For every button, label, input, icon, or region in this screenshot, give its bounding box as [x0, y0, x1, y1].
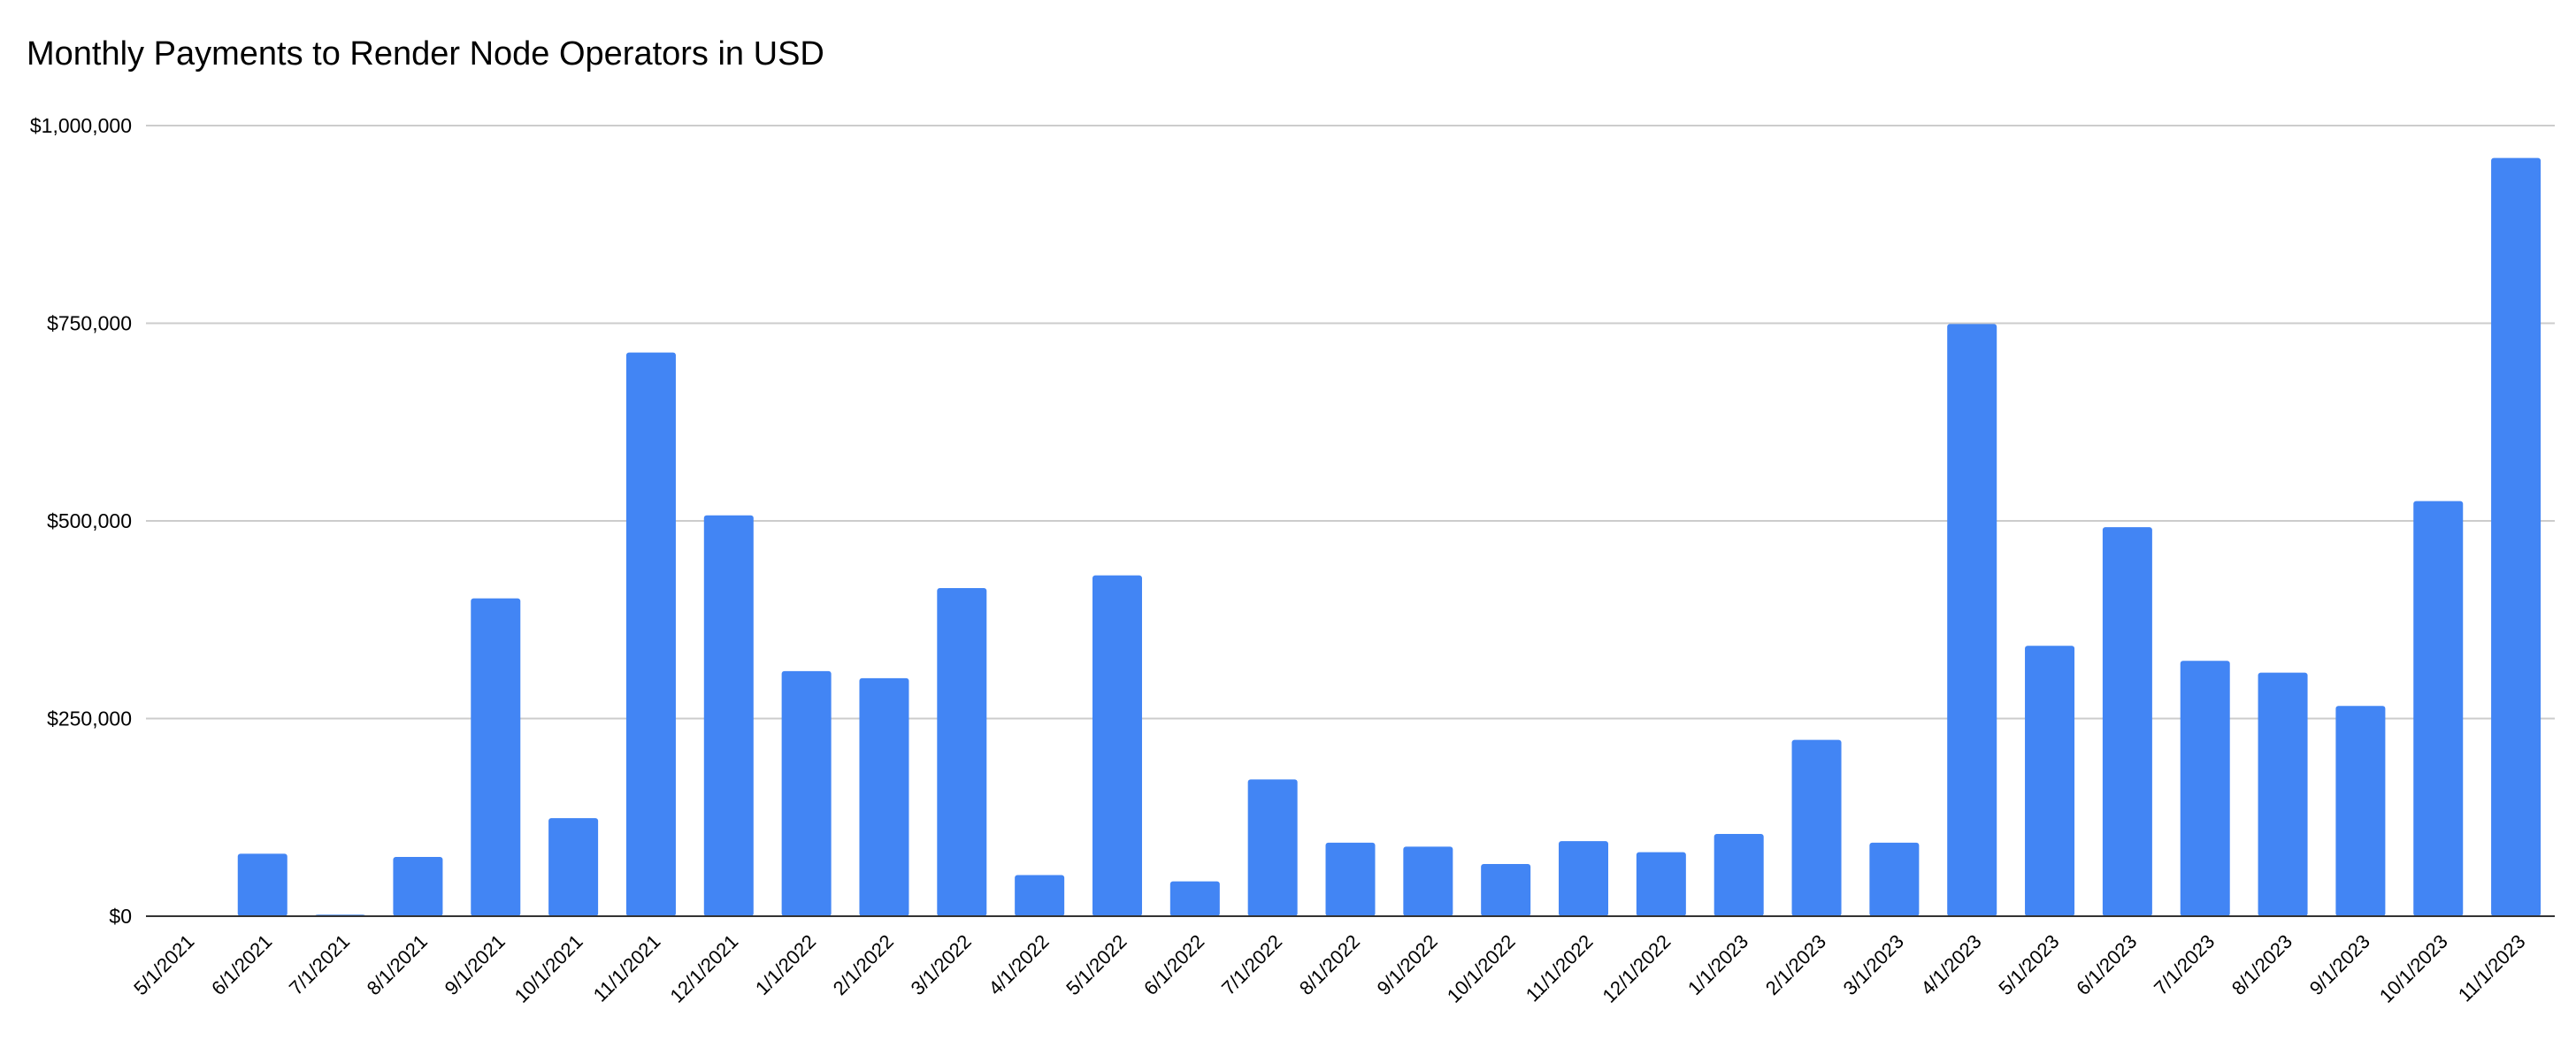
bar — [1169, 881, 1220, 916]
bar — [859, 677, 909, 916]
y-tick-label: $500,000 — [47, 509, 132, 532]
x-tick-label: 9/1/2023 — [2305, 930, 2374, 999]
bar — [1092, 575, 1142, 916]
bar — [625, 352, 676, 916]
x-tick-label: 1/1/2023 — [1683, 930, 1752, 999]
x-tick-label: 6/1/2023 — [2072, 930, 2141, 999]
x-axis-tick-labels: 5/1/2021 6/1/2021 7/1/2021 8/1/2021 9/1/2021… — [129, 930, 2529, 1007]
gridlines — [146, 125, 2555, 720]
x-tick-label: 7/1/2022 — [1217, 930, 1286, 999]
y-axis-tick-labels: $0 $250,000 $500,000 $750,000 $1,000,000 — [30, 114, 132, 928]
bar — [548, 818, 599, 916]
bar — [2025, 646, 2075, 916]
bar — [2180, 661, 2230, 916]
bar — [1403, 846, 1453, 916]
chart-title: Monthly Payments to Render Node Operator… — [27, 35, 824, 73]
bar — [1247, 779, 1298, 916]
x-tick-label: 6/1/2022 — [1139, 930, 1208, 999]
x-tick-label: 3/1/2023 — [1839, 930, 1908, 999]
x-tick-label: 1/1/2022 — [751, 930, 820, 999]
y-tick-label: $1,000,000 — [30, 114, 132, 137]
bar — [2335, 706, 2386, 916]
bar — [2102, 527, 2152, 916]
bar — [703, 515, 754, 916]
bar — [1481, 863, 1531, 916]
bar — [1015, 875, 1065, 916]
x-tick-label: 9/1/2022 — [1373, 930, 1442, 999]
x-tick-label: 5/1/2023 — [1994, 930, 2063, 999]
bar — [1869, 842, 1920, 916]
bar — [393, 856, 443, 916]
x-tick-label: 10/1/2021 — [510, 930, 587, 1007]
x-tick-label: 12/1/2022 — [1598, 930, 1675, 1007]
bar — [237, 853, 288, 916]
x-tick-label: 11/1/2023 — [2454, 930, 2530, 1006]
x-tick-label: 5/1/2021 — [129, 930, 198, 999]
bar — [781, 670, 832, 916]
bar — [1791, 739, 1842, 916]
bar — [1559, 841, 1609, 916]
x-tick-label: 4/1/2022 — [984, 930, 1053, 999]
x-tick-label: 4/1/2023 — [1917, 930, 1986, 999]
bar — [2491, 157, 2542, 917]
x-tick-label: 5/1/2022 — [1062, 930, 1131, 999]
x-tick-label: 6/1/2021 — [207, 930, 276, 999]
x-tick-label: 8/1/2022 — [1295, 930, 1364, 999]
x-tick-label: 10/1/2022 — [1443, 930, 1520, 1007]
y-tick-label: $250,000 — [47, 707, 132, 730]
x-tick-label: 2/1/2022 — [829, 930, 898, 999]
x-tick-label: 8/1/2021 — [363, 930, 432, 999]
bar — [1947, 324, 1997, 916]
bar — [937, 587, 987, 916]
x-tick-label: 10/1/2023 — [2375, 930, 2452, 1007]
bar — [1636, 852, 1686, 916]
x-tick-label: 9/1/2021 — [441, 930, 510, 999]
x-tick-label: 8/1/2023 — [2227, 930, 2296, 999]
x-tick-label: 2/1/2023 — [1761, 930, 1830, 999]
bar — [1325, 842, 1376, 916]
bar — [2258, 672, 2308, 916]
x-tick-label: 3/1/2022 — [907, 930, 976, 999]
y-tick-label: $0 — [109, 905, 132, 928]
bars — [237, 157, 2542, 917]
x-tick-label: 11/1/2021 — [589, 930, 665, 1006]
bar — [471, 598, 521, 916]
x-tick-label: 7/1/2023 — [2150, 930, 2219, 999]
bar — [1714, 834, 1764, 916]
bar — [2413, 501, 2464, 916]
x-tick-label: 7/1/2021 — [285, 930, 354, 999]
x-tick-label: 12/1/2021 — [665, 930, 742, 1007]
x-tick-label: 11/1/2022 — [1522, 930, 1598, 1006]
y-tick-label: $750,000 — [47, 312, 132, 335]
